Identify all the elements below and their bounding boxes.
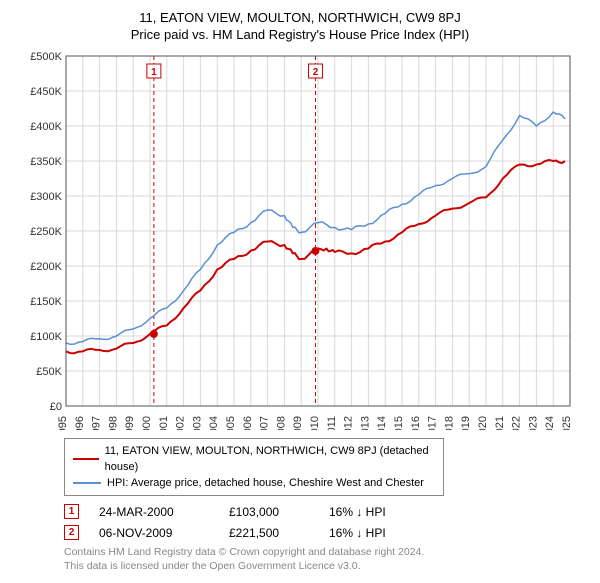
svg-text:£300K: £300K [30, 191, 62, 203]
svg-text:£350K: £350K [30, 156, 62, 168]
svg-text:2002: 2002 [175, 416, 187, 430]
svg-text:1995: 1995 [57, 416, 69, 430]
svg-text:2007: 2007 [259, 416, 271, 430]
event-date: 06-NOV-2009 [99, 526, 209, 540]
event-marker-1: 1 [64, 504, 79, 519]
svg-text:2: 2 [313, 67, 319, 78]
svg-text:2023: 2023 [527, 416, 539, 430]
svg-text:2017: 2017 [427, 416, 439, 430]
event-price: £103,000 [229, 505, 309, 519]
svg-text:2009: 2009 [292, 416, 304, 430]
svg-text:£500K: £500K [30, 51, 62, 63]
svg-text:2018: 2018 [443, 416, 455, 430]
legend: 11, EATON VIEW, MOULTON, NORTHWICH, CW9 … [64, 438, 444, 496]
svg-text:2019: 2019 [460, 416, 472, 430]
event-date: 24-MAR-2000 [99, 505, 209, 519]
svg-text:2025: 2025 [561, 416, 573, 430]
footnote-line: Contains HM Land Registry data © Crown c… [64, 546, 590, 560]
svg-text:£150K: £150K [30, 296, 62, 308]
chart-subtitle: Price paid vs. HM Land Registry's House … [10, 27, 590, 42]
svg-text:2004: 2004 [208, 416, 220, 430]
footnote-line: This data is licensed under the Open Gov… [64, 560, 590, 574]
svg-text:1996: 1996 [74, 416, 86, 430]
svg-text:£0: £0 [50, 401, 62, 413]
event-delta: 16% ↓ HPI [329, 526, 386, 540]
svg-text:£250K: £250K [30, 226, 62, 238]
svg-text:£200K: £200K [30, 261, 62, 273]
svg-text:£50K: £50K [36, 366, 62, 378]
event-row: 2 06-NOV-2009 £221,500 16% ↓ HPI [64, 525, 590, 540]
svg-text:2003: 2003 [191, 416, 203, 430]
svg-text:£400K: £400K [30, 121, 62, 133]
svg-text:2005: 2005 [225, 416, 237, 430]
legend-label-property: 11, EATON VIEW, MOULTON, NORTHWICH, CW9 … [105, 443, 435, 475]
svg-text:2001: 2001 [158, 416, 170, 430]
legend-swatch-hpi [73, 482, 101, 484]
chart-title: 11, EATON VIEW, MOULTON, NORTHWICH, CW9 … [10, 10, 590, 25]
svg-text:2022: 2022 [511, 416, 523, 430]
event-price: £221,500 [229, 526, 309, 540]
svg-text:2016: 2016 [410, 416, 422, 430]
legend-label-hpi: HPI: Average price, detached house, Ches… [107, 475, 424, 491]
svg-text:2010: 2010 [309, 416, 321, 430]
event-delta: 16% ↓ HPI [329, 505, 386, 519]
svg-text:2024: 2024 [544, 416, 556, 430]
svg-text:1: 1 [151, 67, 157, 78]
events-table: 1 24-MAR-2000 £103,000 16% ↓ HPI 2 06-NO… [64, 504, 590, 540]
svg-text:2006: 2006 [242, 416, 254, 430]
svg-text:2011: 2011 [326, 416, 338, 430]
svg-text:2015: 2015 [393, 416, 405, 430]
svg-text:1999: 1999 [124, 416, 136, 430]
svg-text:2021: 2021 [494, 416, 506, 430]
event-marker-2: 2 [64, 525, 79, 540]
svg-text:2020: 2020 [477, 416, 489, 430]
svg-text:2012: 2012 [343, 416, 355, 430]
svg-text:1998: 1998 [107, 416, 119, 430]
svg-text:1997: 1997 [91, 416, 103, 430]
svg-text:2014: 2014 [376, 416, 388, 430]
svg-text:£100K: £100K [30, 331, 62, 343]
svg-text:£450K: £450K [30, 86, 62, 98]
event-row: 1 24-MAR-2000 £103,000 16% ↓ HPI [64, 504, 590, 519]
legend-swatch-property [73, 458, 99, 460]
chart-area: £0 £50K £100K £150K £200K £250K £300K £350K £400… [20, 50, 580, 430]
svg-text:2000: 2000 [141, 416, 153, 430]
svg-text:2013: 2013 [359, 416, 371, 430]
svg-text:2008: 2008 [275, 416, 287, 430]
line-chart-svg: £0 £50K £100K £150K £200K £250K £300K £350K £400… [20, 50, 580, 430]
